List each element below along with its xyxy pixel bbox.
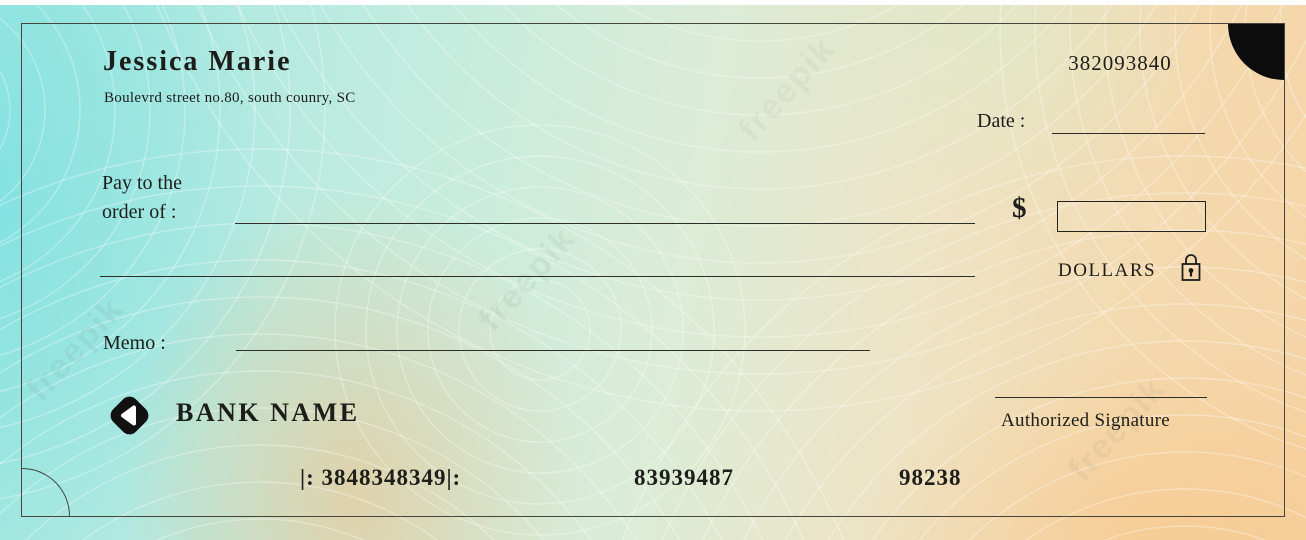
payer-address: Boulevrd street no.80, south counry, SC [104, 90, 356, 106]
memo-label: Memo : [103, 332, 166, 354]
dollars-label: DOLLARS [1058, 260, 1157, 281]
pay-to-order-label: Pay to the order of : [102, 169, 182, 227]
date-label: Date : [977, 110, 1026, 132]
corner-quarter-circle [1228, 24, 1284, 80]
bank-logo-icon [110, 396, 149, 435]
amount-input-box[interactable] [1057, 201, 1206, 232]
payee-input-line[interactable] [235, 222, 975, 224]
check-number: 382093840 [1068, 51, 1172, 75]
pay-label-line2: order of : [102, 201, 177, 223]
memo-input-line[interactable] [236, 349, 870, 351]
amount-words-input-line[interactable] [100, 275, 975, 277]
pay-label-line1: Pay to the [102, 172, 182, 194]
micr-check-digits: 98238 [899, 465, 962, 490]
payer-name: Jessica Marie [103, 46, 292, 77]
corner-arc-line [22, 468, 70, 516]
check-outline [21, 23, 1285, 517]
bank-name: BANK NAME [176, 398, 360, 427]
micr-routing-number: |: 3848348349|: [300, 465, 462, 490]
top-white-strip [0, 0, 1306, 5]
micr-account-number: 83939487 [634, 465, 734, 490]
lock-icon [1181, 254, 1201, 281]
signature-label: Authorized Signature [1001, 410, 1171, 431]
dollar-sign: $ [1012, 192, 1027, 224]
signature-line[interactable] [995, 396, 1207, 398]
date-input-line[interactable] [1052, 132, 1205, 134]
